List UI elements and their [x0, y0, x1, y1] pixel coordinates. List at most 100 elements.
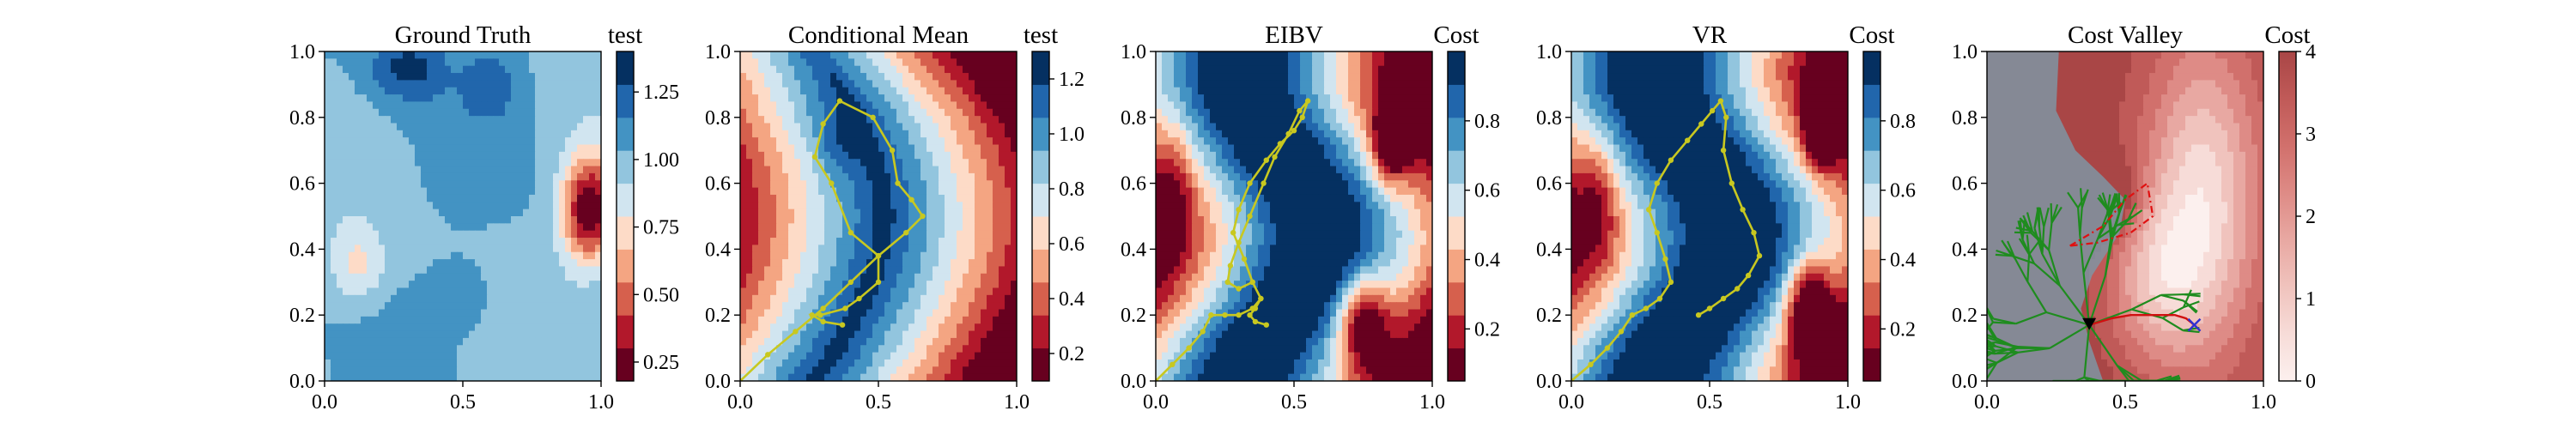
heatmap-cell	[945, 251, 951, 260]
heatmap-cell	[806, 294, 813, 303]
heatmap-cell	[463, 309, 470, 317]
heatmap-cell	[902, 130, 909, 138]
heatmap-cell	[975, 108, 981, 117]
heatmap-cell	[1011, 101, 1017, 110]
heatmap-cell	[355, 87, 361, 95]
heatmap-cell	[1270, 137, 1277, 146]
heatmap-cell	[824, 230, 831, 239]
heatmap-cell	[981, 123, 987, 131]
heatmap-cell	[445, 180, 452, 189]
heatmap-cell	[433, 108, 440, 117]
heatmap-cell	[535, 144, 542, 153]
heatmap-cell	[776, 359, 783, 367]
heatmap-cell	[379, 323, 386, 332]
heatmap-cell	[842, 266, 849, 275]
heatmap-cell	[902, 287, 909, 296]
heatmap-cell	[758, 166, 765, 174]
colorbar-tick-label: 0.2	[1059, 343, 1084, 366]
heatmap-cell	[842, 166, 849, 174]
heatmap-cell	[987, 266, 993, 275]
heatmap-cell	[758, 73, 765, 81]
heatmap-cell	[535, 266, 542, 275]
heatmap-cell	[957, 273, 963, 281]
heatmap-cell	[331, 172, 337, 181]
heatmap-cell	[788, 281, 795, 289]
heatmap-cell	[559, 359, 566, 367]
heatmap-cell	[963, 137, 969, 146]
heatmap-cell	[463, 345, 470, 353]
heatmap-cell	[920, 194, 927, 202]
heatmap-cell	[463, 144, 470, 153]
heatmap-cell	[800, 208, 807, 217]
heatmap-cell	[770, 294, 777, 303]
heatmap-cell	[758, 216, 765, 224]
heatmap-cell	[1324, 65, 1331, 74]
heatmap-cell	[427, 130, 434, 138]
heatmap-cell	[457, 166, 464, 174]
heatmap-cell	[981, 245, 987, 253]
heatmap-cell	[391, 180, 398, 189]
heatmap-cell	[1168, 51, 1175, 59]
heatmap-cell	[553, 323, 560, 332]
heatmap-cell	[782, 281, 789, 289]
heatmap-cell	[427, 151, 434, 160]
heatmap-cell	[945, 208, 951, 217]
heatmap-cell	[981, 87, 987, 95]
heatmap-cell	[535, 359, 542, 367]
heatmap-cell	[842, 273, 849, 281]
heatmap-cell	[981, 251, 987, 260]
heatmap-cell	[379, 287, 386, 296]
heatmap-cell	[746, 281, 753, 289]
heatmap-cell	[559, 94, 566, 103]
heatmap-cell	[1426, 80, 1432, 88]
heatmap-cell	[951, 94, 957, 103]
heatmap-cell	[963, 116, 969, 124]
heatmap-cell	[529, 309, 536, 317]
heatmap-cell	[337, 359, 343, 367]
heatmap-cell	[824, 208, 831, 217]
heatmap-cell	[1354, 58, 1361, 67]
heatmap-cell	[445, 108, 452, 117]
heatmap-cell	[397, 259, 404, 268]
heatmap-cell	[541, 345, 548, 353]
heatmap-cell	[752, 223, 759, 232]
heatmap-cell	[517, 130, 524, 138]
heatmap-cell	[1210, 130, 1217, 138]
heatmap-cell	[788, 80, 795, 88]
heatmap-cell	[553, 166, 560, 174]
heatmap-cell	[993, 187, 999, 196]
heatmap-cell	[812, 144, 819, 153]
heatmap-cell	[860, 216, 867, 224]
heatmap-cell	[379, 259, 386, 268]
heatmap-cell	[1270, 65, 1277, 74]
heatmap-cell	[451, 352, 458, 360]
heatmap-cell	[1005, 287, 1012, 296]
heatmap-cell	[818, 202, 825, 210]
heatmap-cell	[427, 94, 434, 103]
heatmap-cell	[1246, 80, 1253, 88]
heatmap-cell	[812, 137, 819, 146]
heatmap-cell	[493, 130, 500, 138]
heatmap-cell	[439, 294, 446, 303]
heatmap-cell	[457, 208, 464, 217]
heatmap-cell	[746, 58, 753, 67]
heatmap-cell	[523, 87, 530, 95]
heatmap-cell	[890, 166, 897, 174]
heatmap-cell	[1360, 65, 1367, 74]
heatmap-cell	[421, 273, 428, 281]
heatmap-cell	[409, 281, 416, 289]
heatmap-cell	[764, 166, 771, 174]
heatmap-cell	[884, 281, 891, 289]
heatmap-cell	[975, 51, 981, 59]
heatmap-cell	[583, 73, 590, 81]
heatmap-cell	[349, 116, 355, 124]
heatmap-cell	[788, 58, 795, 67]
heatmap-cell	[391, 159, 398, 167]
heatmap-cell	[920, 316, 927, 324]
heatmap-cell	[595, 323, 601, 332]
heatmap-cell	[957, 51, 963, 59]
heatmap-cell	[397, 245, 404, 253]
heatmap-cell	[890, 108, 897, 117]
heatmap-cell	[987, 101, 993, 110]
heatmap-cell	[908, 80, 915, 88]
